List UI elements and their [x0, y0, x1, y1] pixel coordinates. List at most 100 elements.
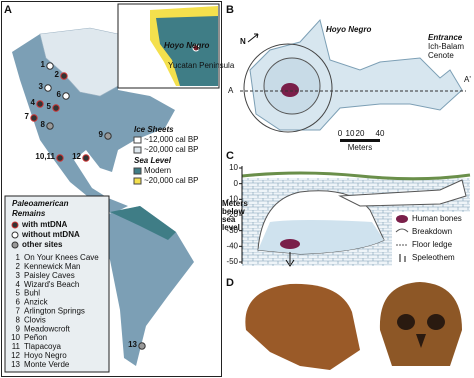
site-name: Monte Verde: [24, 360, 70, 369]
site-number: 2: [55, 70, 60, 79]
title: Hoyo Negro: [326, 25, 371, 34]
remains-legend: Paleoamerican Remains with mtDNA without…: [4, 195, 110, 373]
depth-label: -20: [226, 210, 238, 219]
tunnel: [338, 179, 467, 207]
site-number: 7: [16, 307, 21, 316]
site-marker: [56, 154, 64, 162]
site-number: 3: [39, 82, 44, 91]
panel-label: A: [4, 4, 12, 16]
site-name: Peñon: [24, 333, 47, 342]
scale-label: 10: [346, 129, 355, 138]
site-number: 8: [41, 120, 46, 129]
entrance: Cenote: [428, 51, 454, 60]
site-number: 11: [12, 342, 21, 351]
south-america: [100, 206, 194, 366]
site-number: 12: [11, 351, 20, 360]
scale-unit: Meters: [348, 143, 372, 152]
site-number: 3: [16, 271, 21, 280]
site-number: 5: [16, 289, 21, 298]
site-number: 10: [11, 333, 20, 342]
scale-label: 0: [338, 129, 343, 138]
depth-label: -50: [226, 257, 238, 266]
site-number: 12: [72, 152, 81, 161]
site-number: 6: [57, 90, 62, 99]
site-number: 10,11: [35, 152, 55, 161]
yucatan: [156, 16, 218, 86]
north: N: [240, 37, 246, 46]
legend-item: ~20,000 cal BP: [144, 176, 198, 185]
site-name: On Your Knees Cave: [24, 253, 99, 262]
depth-label: -40: [226, 241, 238, 250]
axis-label: level: [222, 223, 240, 232]
legend-item: ~12,000 cal BP: [144, 135, 198, 144]
site-marker: [30, 114, 38, 122]
depth-label: 10: [229, 163, 238, 172]
site-marker: [62, 92, 70, 100]
skull-lateral: [245, 283, 360, 370]
site-name: Paisley Caves: [24, 271, 75, 280]
site-number: 13: [11, 360, 20, 369]
site-name: Anzick: [24, 298, 49, 307]
sea-level-land: [110, 206, 176, 240]
legend-item: Floor ledge: [412, 240, 453, 249]
legend-item: other sites: [22, 240, 63, 249]
site-name: Tlapacoya: [24, 342, 61, 351]
ring: [243, 43, 333, 133]
site-number: 13: [128, 340, 137, 349]
legend-title: Remains: [12, 209, 46, 218]
panel-label: D: [226, 277, 234, 289]
legend-item: ~20,000 cal BP: [144, 145, 198, 154]
site-number: 9: [16, 324, 21, 333]
depth-label: -30: [226, 226, 238, 235]
axis-label: below: [222, 207, 245, 216]
legend-item: with mtDNA: [21, 220, 68, 229]
site-number: 1: [41, 60, 46, 69]
legend-item: Modern: [144, 166, 171, 175]
scale-label: 40: [376, 129, 385, 138]
inset-region: Yucatan Peninsula: [168, 61, 235, 70]
site-marker: [46, 62, 54, 70]
scale-bar: 0 10 20 40 Meters: [338, 129, 385, 152]
depth-label: -10: [226, 194, 238, 203]
site-marker: [138, 342, 146, 350]
legend-title: Sea Level: [134, 156, 172, 165]
site-name: Buhl: [24, 289, 40, 298]
site-number: 4: [16, 280, 21, 289]
site-number: 8: [16, 315, 21, 324]
site-number: 4: [31, 98, 36, 107]
site-number: 2: [16, 262, 21, 271]
site-number: 9: [99, 130, 104, 139]
entrance: Ich-Balam: [428, 42, 464, 51]
site-marker: [52, 104, 60, 112]
depth-label: 0: [234, 179, 239, 188]
site-number: 5: [47, 102, 52, 111]
site-number: 1: [16, 253, 21, 262]
site-name: Meadowcroft: [24, 324, 71, 333]
inset-site: Hoyo Negro: [164, 41, 209, 50]
legend-item: Breakdown: [412, 227, 452, 236]
panel-label: C: [226, 150, 234, 162]
section-label: A': [464, 75, 471, 84]
panel-b: B A A' N Hoyo Negro Entrance Ich-Balam C…: [226, 4, 471, 152]
site-name: Kennewick Man: [24, 262, 80, 271]
legend-item: without mtDNA: [21, 230, 80, 239]
site-name: Wizard's Beach: [24, 280, 79, 289]
site-number: 6: [16, 298, 21, 307]
scale-label: 20: [356, 129, 365, 138]
north-america: [12, 28, 175, 214]
panel-c: C 100-10-20-30-40-50Metersbelowsealevel …: [222, 150, 472, 267]
site-marker: [60, 72, 68, 80]
site-marker: [46, 122, 54, 130]
hoyo-negro-marker: [192, 44, 200, 52]
scale-bar: [340, 139, 380, 142]
entrance: Entrance: [428, 33, 463, 42]
axis-label: Meters: [222, 199, 248, 208]
site-name: Clovis: [24, 315, 46, 324]
legend-item: Speleothem: [412, 253, 455, 262]
human-bones: [281, 83, 299, 97]
swatch: [395, 228, 409, 233]
skull-frontal: [379, 282, 462, 366]
legend-item: Human bones: [412, 214, 462, 223]
